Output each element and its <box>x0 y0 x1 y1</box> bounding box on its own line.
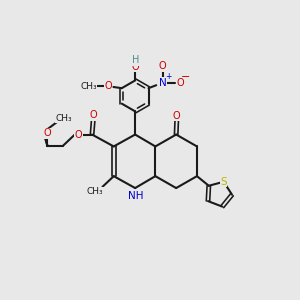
Text: O: O <box>173 110 181 121</box>
Text: NH: NH <box>128 191 143 201</box>
Text: H: H <box>132 55 140 65</box>
Text: O: O <box>132 62 140 72</box>
Text: O: O <box>44 128 51 138</box>
Text: O: O <box>159 61 166 71</box>
Text: +: + <box>166 72 172 81</box>
Text: −: − <box>181 72 191 82</box>
Text: O: O <box>89 110 97 120</box>
Text: CH₃: CH₃ <box>55 114 72 123</box>
Text: CH₃: CH₃ <box>80 82 97 91</box>
Text: O: O <box>176 77 184 88</box>
Text: S: S <box>220 177 227 187</box>
Text: O: O <box>75 130 82 140</box>
Text: N: N <box>159 77 167 88</box>
Text: O: O <box>104 81 112 91</box>
Text: CH₃: CH₃ <box>87 187 104 196</box>
